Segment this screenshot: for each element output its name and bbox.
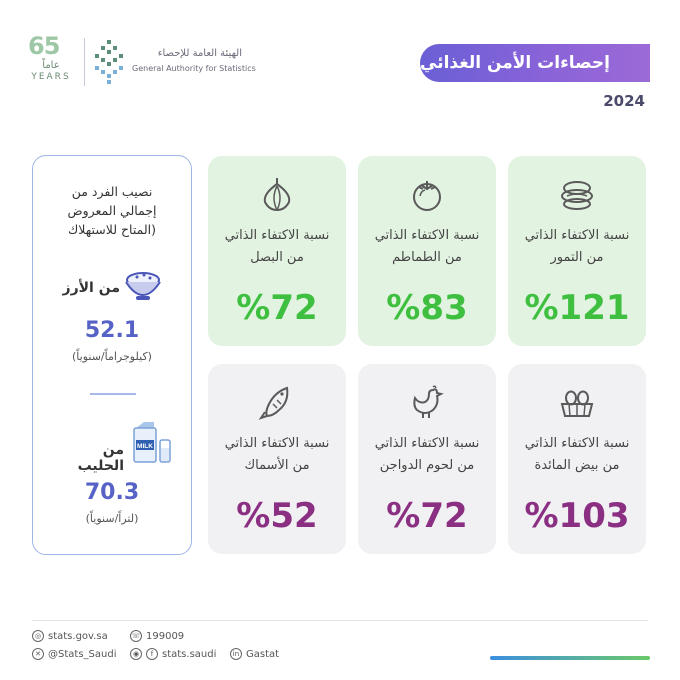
per-capita-title: نصيب الفرد من إجمالي المعروض (المتاح للا… <box>42 182 182 239</box>
card-dates: نسبة الاكتفاء الذاتي من التمور %121 <box>508 156 646 346</box>
card-eggs: نسبة الاكتفاء الذاتي من بيض المائدة %103 <box>508 364 646 554</box>
milk-carton-label: MILK <box>137 443 153 450</box>
rice-bowl-icon <box>125 272 161 300</box>
card-label: نسبة الاكتفاء الذاتي <box>524 436 630 451</box>
card-label: نسبة الاكتفاء الذاتي <box>374 436 480 451</box>
fish-icon <box>258 386 289 420</box>
org-name-english: General Authority for Statistics <box>132 64 256 73</box>
globe-icon: ◎ <box>32 630 44 642</box>
year-label: 2024 <box>603 92 645 110</box>
card-value: %52 <box>236 496 318 536</box>
rice-value: 52.1 <box>84 318 140 343</box>
logo-divider <box>84 38 85 86</box>
milk-unit: (لتراً/سنوياً) <box>85 512 139 525</box>
phone-text: 199009 <box>146 630 185 642</box>
card-sublabel: من البصل <box>250 250 304 265</box>
panel-separator <box>90 393 136 395</box>
eggs-icon <box>560 390 594 417</box>
card-poultry: نسبة الاكتفاء الذاتي من لحوم الدواجن %72 <box>358 364 496 554</box>
social-text: stats.saudi <box>162 648 217 660</box>
x-handle-text: @Stats_Saudi <box>48 648 117 660</box>
milk-icon: MILK <box>133 422 171 463</box>
footer-accent-line <box>490 656 650 660</box>
card-value: %121 <box>524 288 630 328</box>
website-text: stats.gov.sa <box>48 630 108 642</box>
org-name-arabic: الهيئة العامة للإحصاء <box>157 48 242 59</box>
card-onion: نسبة الاكتفاء الذاتي من البصل %72 <box>208 156 346 346</box>
phone-icon: ☏ <box>130 630 142 642</box>
card-fish: نسبة الاكتفاء الذاتي من الأسماك %52 <box>208 364 346 554</box>
dates-icon <box>561 181 593 210</box>
card-label: نسبة الاكتفاء الذاتي <box>224 228 330 243</box>
footer-divider <box>32 620 648 621</box>
card-label: نسبة الاكتفاء الذاتي <box>224 436 330 451</box>
rice-unit: (كيلوجراماً/سنوياً) <box>72 350 152 363</box>
per-capita-title-line: نصيب الفرد من <box>71 184 153 199</box>
card-value: %83 <box>386 288 468 328</box>
card-tomato: نسبة الاكتفاء الذاتي من الطماطم %83 <box>358 156 496 346</box>
card-sublabel: من بيض المائدة <box>534 458 620 473</box>
page-title: إحصاءات الأمن الغذائي <box>420 44 650 82</box>
per-capita-title-line: (المتاح للاستهلاك <box>67 222 157 237</box>
per-capita-panel <box>32 155 192 555</box>
x-icon: ✕ <box>32 648 44 660</box>
linkedin-text: Gastat <box>246 648 280 660</box>
milk-label: من الحليب <box>77 442 124 474</box>
footer-linkedin[interactable]: in Gastat <box>230 648 279 660</box>
card-value: %103 <box>524 496 630 536</box>
facebook-icon: f <box>146 648 158 660</box>
tomato-icon <box>413 181 441 211</box>
rice-label: من الأرز <box>62 280 120 296</box>
milk-value: 70.3 <box>84 480 140 505</box>
anniversary-logo: 65 عاماً YEARS <box>28 34 74 90</box>
card-sublabel: من التمور <box>550 250 604 265</box>
card-label: نسبة الاكتفاء الذاتي <box>524 228 630 243</box>
per-capita-title-line: إجمالي المعروض <box>67 203 157 218</box>
card-label: نسبة الاكتفاء الذاتي <box>374 228 480 243</box>
card-sublabel: من لحوم الدواجن <box>379 458 475 473</box>
card-sublabel: من الطماطم <box>392 250 462 265</box>
footer-social[interactable]: ◉ f stats.saudi <box>130 648 216 660</box>
gastat-logo-icon <box>95 40 123 84</box>
card-sublabel: من الأسماك <box>244 458 310 473</box>
onion-icon <box>263 178 291 212</box>
footer-website[interactable]: ◎ stats.gov.sa <box>32 630 108 642</box>
card-value: %72 <box>386 496 468 536</box>
linkedin-icon: in <box>230 648 242 660</box>
anniversary-number: 65 <box>28 32 60 60</box>
anniversary-english: YEARS <box>31 72 71 82</box>
instagram-icon: ◉ <box>130 648 142 660</box>
anniversary-arabic: عاماً <box>42 60 60 71</box>
footer-phone[interactable]: ☏ 199009 <box>130 630 184 642</box>
chicken-icon <box>413 385 444 418</box>
card-value: %72 <box>236 288 318 328</box>
footer-x[interactable]: ✕ @Stats_Saudi <box>32 648 116 660</box>
